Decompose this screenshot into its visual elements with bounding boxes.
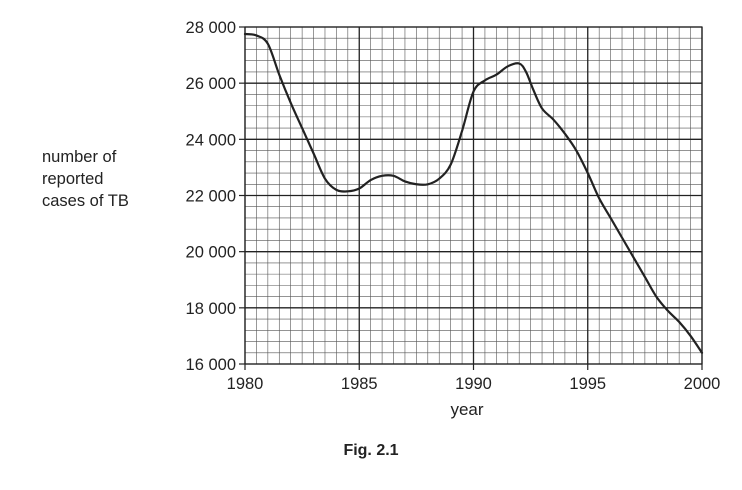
line-chart: 16 000 18 000 20 000 22 000 24 000 26 000 28 0…: [186, 19, 721, 419]
y-tick-label: 28 000: [186, 19, 236, 37]
x-axis-label: year: [450, 400, 483, 419]
x-tick-labels: 1980 1985 1990 1995 2000: [227, 375, 721, 393]
x-tick-label: 1990: [455, 375, 492, 393]
y-tick-label: 20 000: [186, 244, 236, 262]
y-tick-label: 16 000: [186, 356, 236, 374]
y-tick-labels: 16 000 18 000 20 000 22 000 24 000 26 000 28 0…: [186, 19, 236, 374]
y-axis-label: number of reported cases of TB: [42, 146, 129, 212]
y-axis-label-line-1: number of: [42, 148, 117, 166]
y-tick-label: 26 000: [186, 75, 236, 93]
x-tick-label: 1980: [227, 375, 264, 393]
y-tick-label: 24 000: [186, 131, 236, 149]
x-tick-label: 2000: [684, 375, 721, 393]
x-tick-label: 1995: [569, 375, 606, 393]
y-axis-label-line-3: cases of TB: [42, 192, 129, 210]
axis-ticks: [239, 26, 703, 370]
tb-cases-line: [243, 32, 704, 354]
x-tick-label: 1985: [341, 375, 378, 393]
plot-frame: [244, 26, 703, 365]
y-axis-label-line-2: reported: [42, 170, 104, 188]
y-tick-label: 18 000: [186, 300, 236, 318]
figure-caption: Fig. 2.1: [343, 442, 399, 459]
y-tick-label: 22 000: [186, 188, 236, 206]
